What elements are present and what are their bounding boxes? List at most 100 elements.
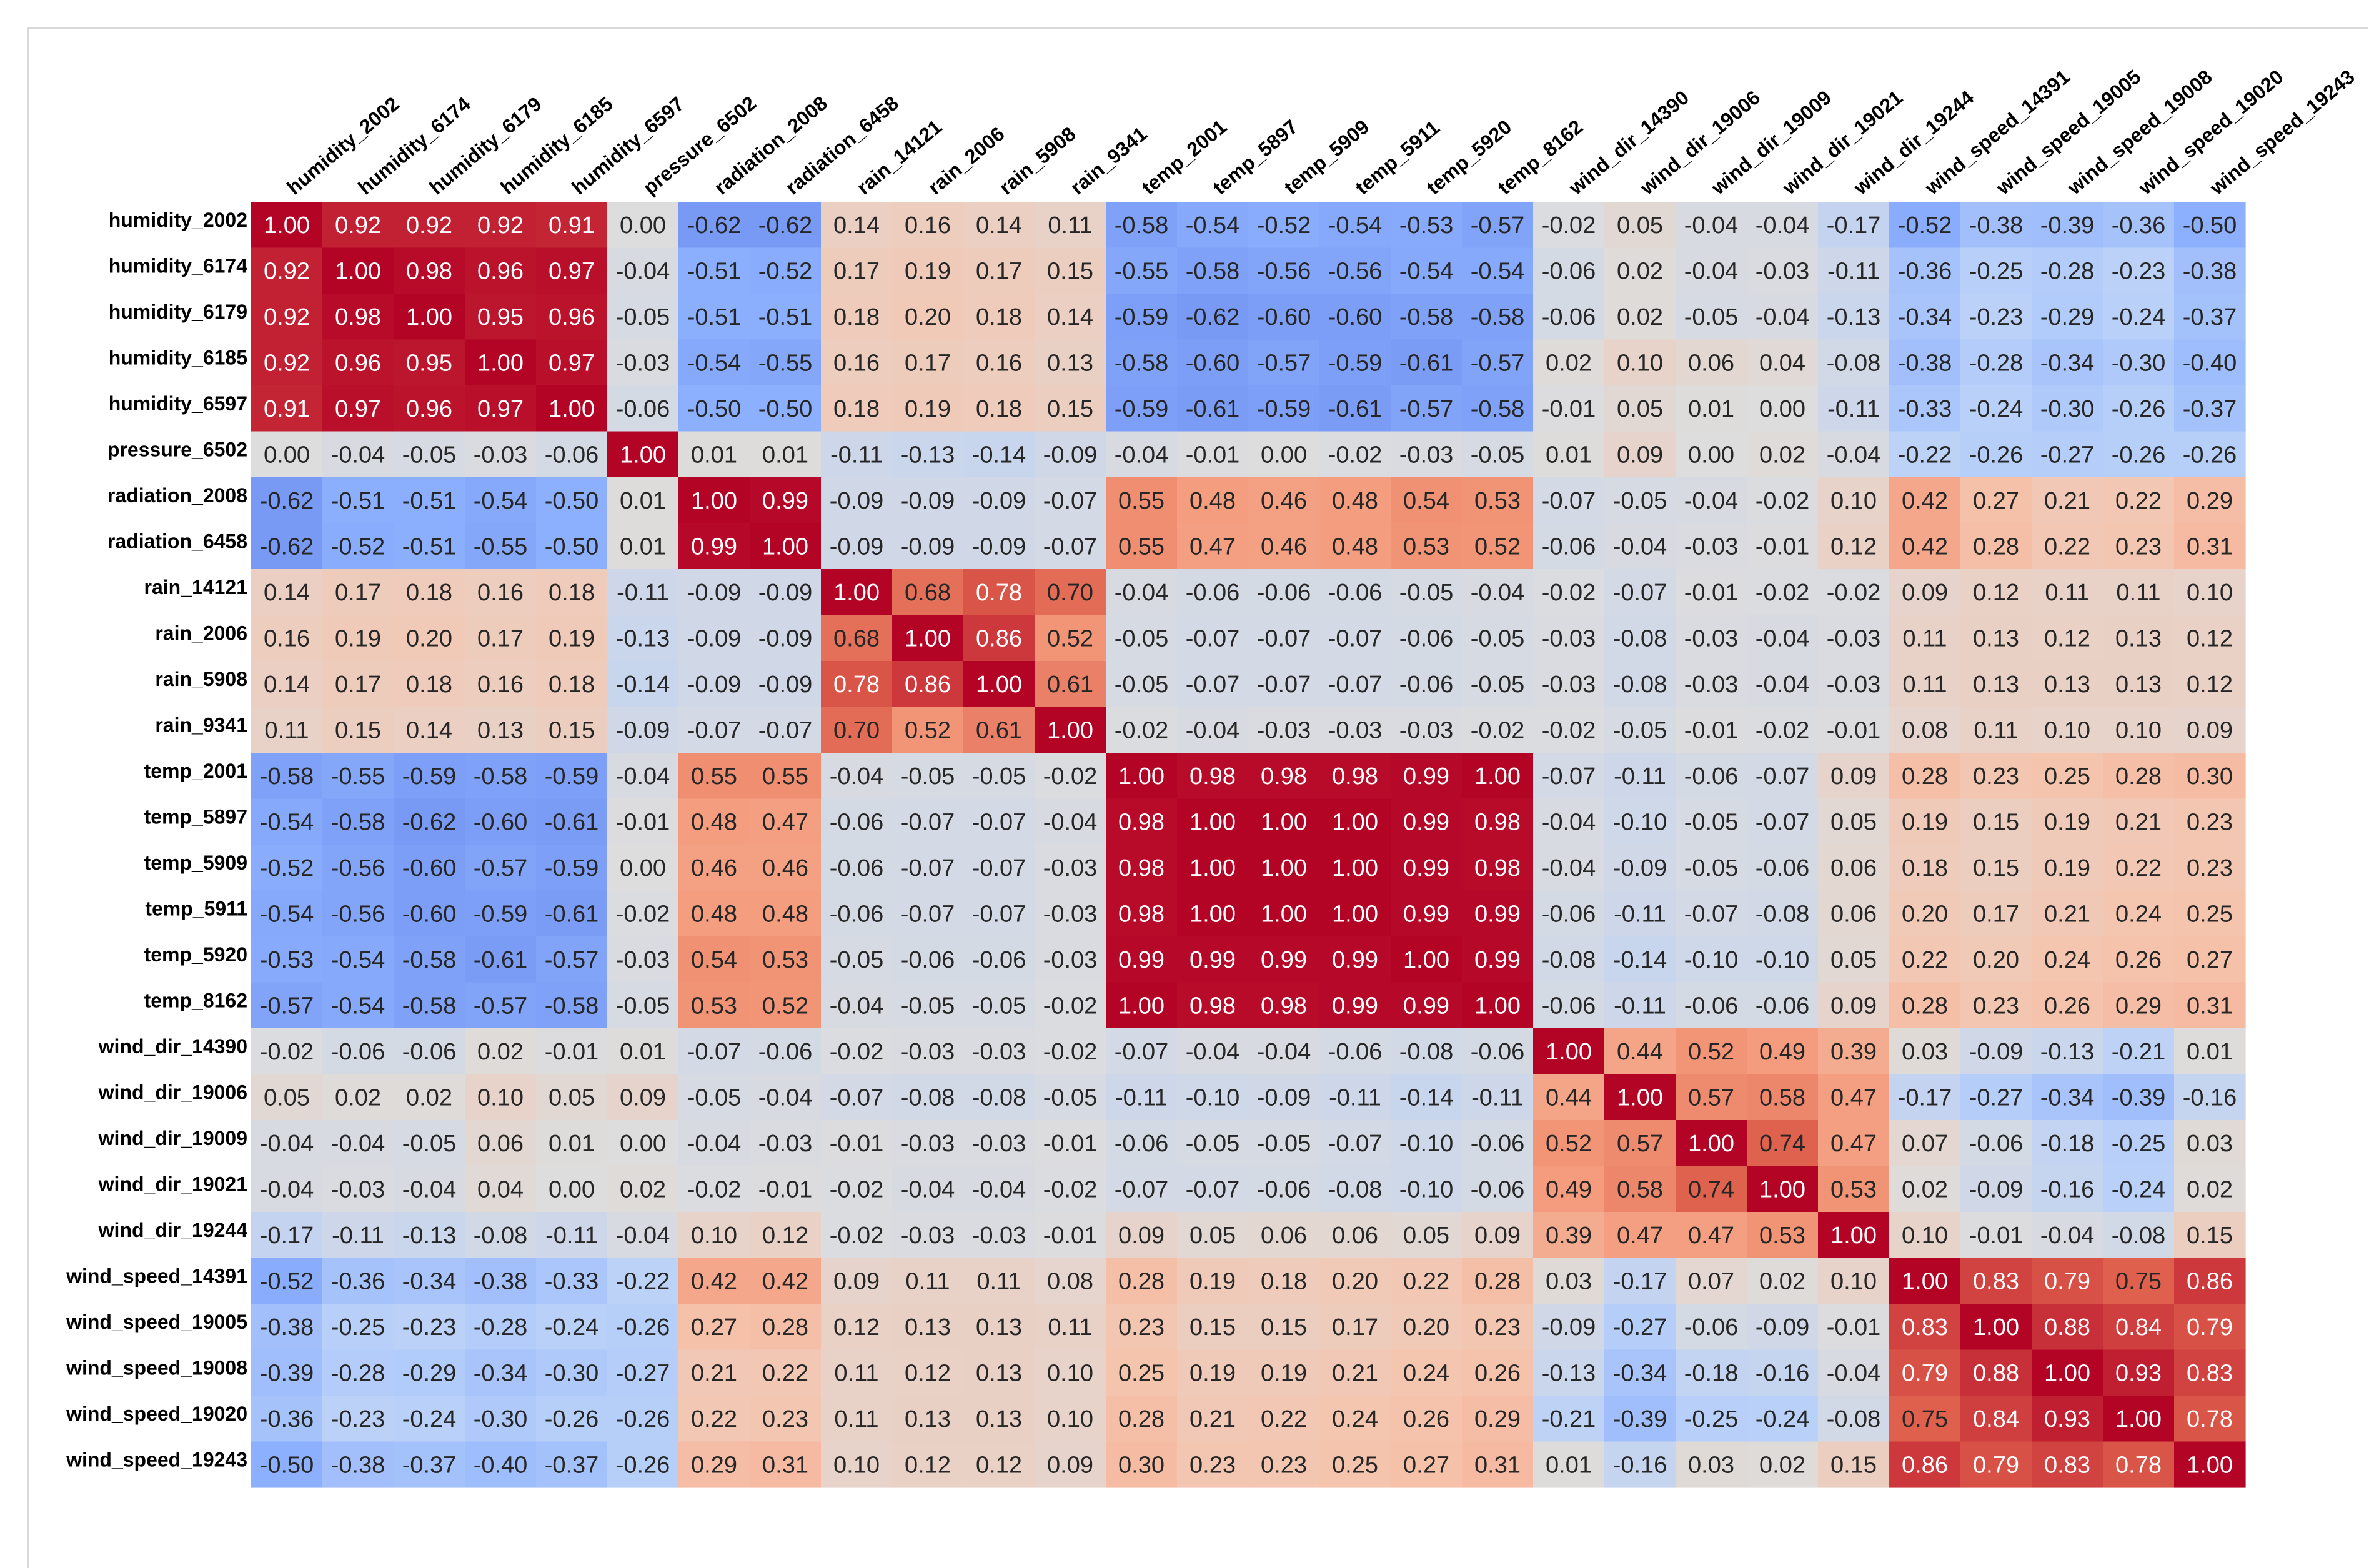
cell-value-label: -0.17 — [1613, 1268, 1667, 1294]
heatmap-cell — [963, 661, 1035, 708]
cell-value-label: -0.08 — [1399, 1039, 1454, 1065]
heatmap-cell — [821, 707, 893, 753]
cell-value-label: -0.16 — [2040, 1176, 2095, 1203]
cell-value-label: 1.00 — [762, 533, 808, 560]
heatmap-cell — [1533, 569, 1605, 616]
heatmap-cell — [322, 615, 394, 662]
heatmap-cell — [1604, 982, 1676, 1029]
heatmap-cell — [1319, 1258, 1391, 1304]
cell-value-label: -0.07 — [1257, 625, 1311, 652]
cell-value-label: -0.30 — [545, 1360, 599, 1386]
cell-value-label: 0.06 — [1688, 350, 1734, 376]
cell-value-label: -0.59 — [545, 763, 599, 790]
heatmap-cell — [1604, 707, 1676, 753]
cell-value-label: 0.99 — [762, 488, 808, 514]
cell-value-label: -0.36 — [1898, 258, 1952, 284]
heatmap-cell — [1747, 431, 1819, 478]
cell-value-label: 0.93 — [2044, 1406, 2090, 1432]
cell-value-label: 0.17 — [976, 258, 1022, 284]
cell-value-label: -0.23 — [402, 1314, 457, 1341]
cell-value-label: 0.96 — [335, 350, 381, 376]
heatmap-cell — [963, 1304, 1035, 1351]
heatmap-cell — [1319, 247, 1391, 294]
cell-value-label: 0.05 — [1190, 1223, 1236, 1249]
cell-value-label: -0.16 — [1756, 1360, 1810, 1386]
heatmap-cell — [251, 247, 323, 294]
heatmap-cell — [2103, 936, 2175, 983]
heatmap-cell — [607, 982, 679, 1029]
heatmap-cell — [1676, 1258, 1747, 1304]
heatmap-cell — [1604, 247, 1676, 294]
heatmap-cell — [607, 339, 679, 386]
cell-value-label: 0.11 — [1048, 212, 1092, 239]
cell-value-label: -0.59 — [1257, 396, 1311, 422]
cell-value-label: -0.58 — [545, 993, 599, 1019]
heatmap-cell — [1676, 845, 1747, 891]
cell-value-label: 0.13 — [2115, 625, 2162, 652]
heatmap-cell — [678, 936, 750, 983]
heatmap-cell — [1177, 1028, 1249, 1075]
cell-value-label: 0.13 — [477, 717, 524, 743]
heatmap-cell — [1747, 1120, 1819, 1167]
cell-value-label: -0.07 — [1756, 809, 1810, 835]
heatmap-cell — [607, 845, 679, 891]
heatmap-cell — [821, 431, 893, 478]
heatmap-cell — [963, 707, 1035, 753]
heatmap-cell — [1462, 1120, 1534, 1167]
cell-value-label: -0.07 — [1613, 580, 1667, 606]
heatmap-cell — [678, 523, 750, 570]
heatmap-cell — [1248, 1120, 1320, 1167]
cell-value-label: 0.02 — [335, 1084, 381, 1111]
cell-value-label: -0.02 — [1471, 717, 1525, 743]
cell-value-label: 1.00 — [264, 212, 310, 239]
heatmap-cell — [465, 798, 537, 845]
cell-value-label: -0.53 — [1399, 212, 1454, 239]
heatmap-cell — [1106, 431, 1178, 478]
heatmap-cell — [750, 1349, 822, 1396]
heatmap-cell — [750, 753, 822, 800]
cell-value-label: -0.06 — [402, 1039, 457, 1065]
cell-value-label: -0.01 — [1684, 717, 1739, 743]
cell-value-label: -0.04 — [1756, 304, 1810, 330]
heatmap-cell — [1248, 477, 1320, 524]
cell-value-label: 0.06 — [477, 1131, 524, 1157]
cell-value-label: -0.05 — [1471, 442, 1525, 468]
cell-value-label: 0.08 — [1902, 717, 1948, 743]
heatmap-cell — [2174, 753, 2246, 800]
heatmap-cell — [1747, 569, 1819, 616]
cell-value-label: -0.23 — [331, 1406, 385, 1432]
cell-value-label: -0.02 — [830, 1176, 884, 1203]
cell-value-label: -0.04 — [1756, 672, 1810, 698]
cell-value-label: -0.04 — [1613, 533, 1667, 560]
heatmap-cell — [750, 615, 822, 662]
cell-value-label: -0.50 — [687, 396, 742, 422]
cell-value-label: 0.75 — [2115, 1268, 2162, 1294]
cell-value-label: -0.03 — [972, 1039, 1026, 1065]
cell-value-label: 0.48 — [1332, 488, 1378, 514]
cell-value-label: 0.15 — [1047, 396, 1093, 422]
cell-value-label: -0.05 — [1471, 625, 1525, 652]
heatmap-cell — [1818, 982, 1890, 1029]
cell-value-label: -0.33 — [1898, 396, 1952, 422]
cell-value-label: 0.99 — [1474, 947, 1521, 973]
heatmap-cell — [1676, 1304, 1747, 1351]
cell-value-label: -0.06 — [1684, 1314, 1739, 1341]
cell-value-label: 0.27 — [1973, 488, 2019, 514]
heatmap-cell — [607, 294, 679, 340]
heatmap-cell — [750, 798, 822, 845]
heatmap-cell — [1106, 569, 1178, 616]
cell-value-label: -0.06 — [331, 1039, 385, 1065]
cell-value-label: 1.00 — [1118, 993, 1165, 1019]
heatmap-cell — [1818, 385, 1890, 432]
heatmap-cell — [1462, 661, 1534, 708]
cell-value-label: -0.25 — [1969, 258, 2024, 284]
heatmap-cell — [394, 477, 465, 524]
cell-value-label: -0.57 — [1257, 350, 1311, 376]
heatmap-cell — [1391, 615, 1463, 662]
cell-value-label: 0.47 — [762, 809, 808, 835]
cell-value-label: 0.15 — [1973, 809, 2019, 835]
cell-value-label: 0.92 — [406, 212, 452, 239]
cell-value-label: 0.17 — [905, 350, 951, 376]
cell-value-label: 0.11 — [1048, 1314, 1092, 1341]
heatmap-cell — [1889, 1258, 1961, 1304]
